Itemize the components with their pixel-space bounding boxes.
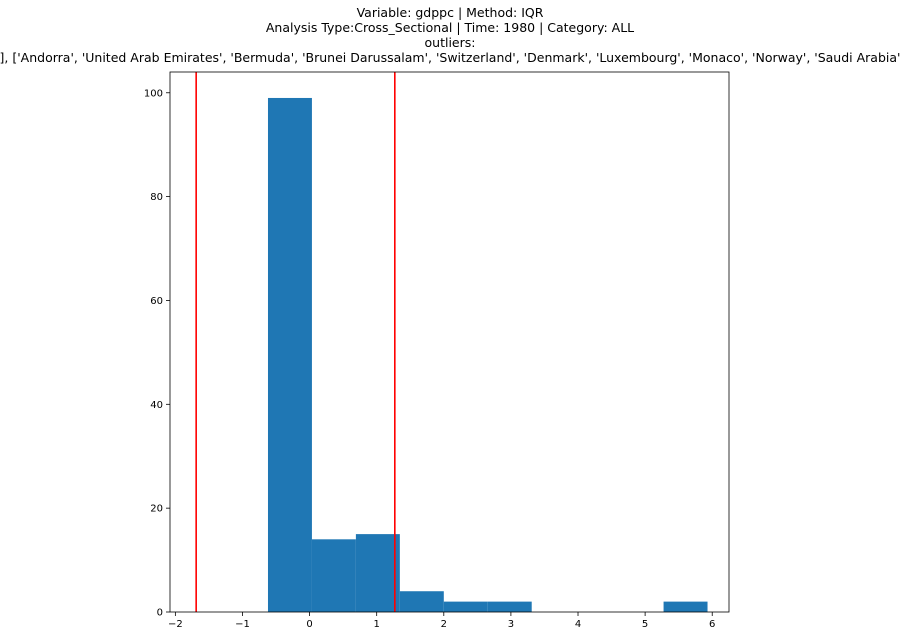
histogram-bar-3 [399,591,444,612]
plot-area-frame [169,71,730,613]
x-tick-label: 3 [508,619,514,630]
x-tick-label: 0 [306,619,312,630]
x-tick-label: 1 [374,619,380,630]
title-line-3: outliers: [425,35,476,50]
y-tick-label: 20 [150,504,163,515]
chart-title: Variable: gdppc | Method: IQR Analysis T… [0,5,900,65]
x-tick-label: −1 [235,619,250,630]
y-axis: 0 20 40 60 80 100 [144,88,170,619]
x-tick-label: 5 [642,619,648,630]
title-line-1: Variable: gdppc | Method: IQR [357,5,544,20]
y-tick-label: 60 [150,296,163,307]
histogram-bar-0 [267,97,312,612]
x-tick-label: −2 [168,619,183,630]
histogram-bar-1 [311,539,356,612]
histogram-bar-9 [663,601,708,612]
outlier-threshold-lines [195,72,396,612]
y-tick-label: 40 [150,400,163,411]
x-tick-label: 4 [575,619,581,630]
histogram-bar-5 [487,601,532,612]
histogram-bar-2 [355,534,400,612]
title-line-4: ([], ['Andorra', 'United Arab Emirates',… [0,50,900,65]
x-tick-label: 2 [441,619,447,630]
y-tick-label: 80 [150,192,163,203]
y-tick-label: 100 [144,88,163,99]
title-line-2: Analysis Type:Cross_Sectional | Time: 19… [266,20,634,35]
x-tick-label: 6 [709,619,715,630]
histogram-bar-4 [443,601,488,612]
histogram-bars [267,97,708,612]
x-axis: −2 −1 0 1 2 3 4 5 6 [168,612,715,630]
y-tick-label: 0 [157,608,163,619]
